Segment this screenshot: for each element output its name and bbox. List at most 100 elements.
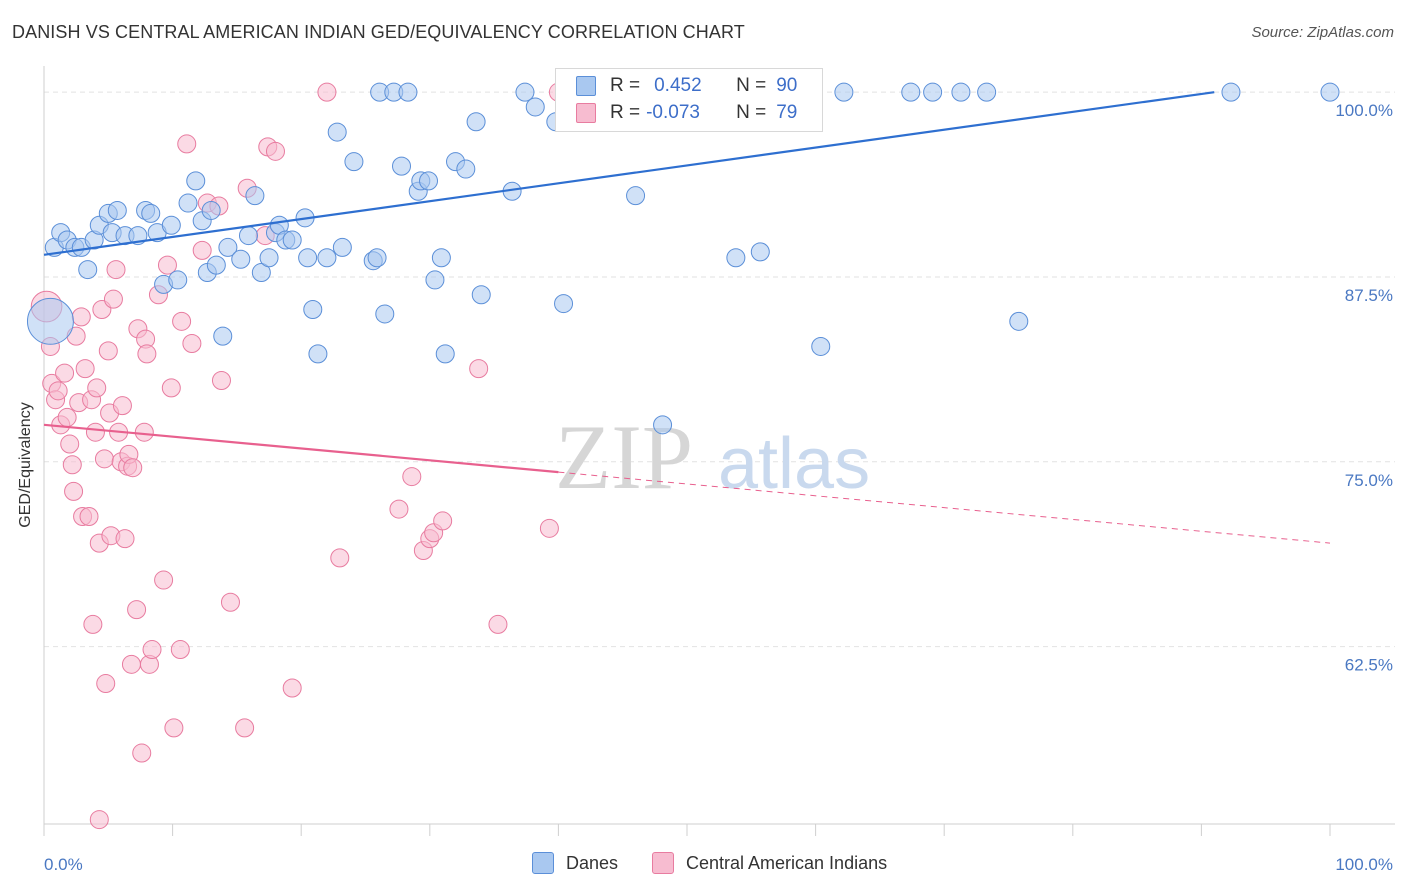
data-point xyxy=(89,810,109,830)
bottom-legend-item-danes[interactable]: Danes xyxy=(532,852,618,874)
data-point xyxy=(834,82,854,102)
data-point xyxy=(282,230,302,250)
y-tick-label: 87.5% xyxy=(1345,286,1393,305)
legend-row-danes: R = 0.452 N = 90 xyxy=(576,73,797,99)
data-point xyxy=(48,381,68,401)
grid-lines xyxy=(44,91,1395,648)
bottom-legend-item-central-american-indians[interactable]: Central American Indians xyxy=(652,852,887,874)
tick-labels: 100.0% 87.5% 75.0% 62.5% 0.0% 100.0% xyxy=(44,101,1393,874)
legend-swatch-blue xyxy=(576,76,596,96)
x-tick-label: 100.0% xyxy=(1335,855,1393,874)
data-point xyxy=(206,255,226,275)
data-point xyxy=(525,97,545,117)
data-point xyxy=(141,203,161,223)
data-point xyxy=(435,344,455,364)
series-central-american-indians xyxy=(30,82,568,830)
data-point xyxy=(1009,311,1029,331)
data-point xyxy=(750,242,770,262)
data-point xyxy=(456,159,476,179)
legend-swatch-pink xyxy=(576,103,596,123)
data-point xyxy=(211,370,231,390)
data-point xyxy=(178,193,198,213)
data-point xyxy=(317,82,337,102)
data-point xyxy=(79,506,99,526)
data-point xyxy=(62,455,82,475)
data-point xyxy=(157,255,177,275)
data-point xyxy=(60,434,80,454)
data-point xyxy=(259,248,279,268)
data-point xyxy=(106,260,126,280)
data-point xyxy=(951,82,971,102)
data-point xyxy=(127,600,147,620)
data-point xyxy=(87,378,107,398)
data-point xyxy=(123,458,143,478)
data-point xyxy=(57,407,77,427)
bottom-legend-label: Danes xyxy=(566,852,619,873)
data-point xyxy=(182,334,202,354)
data-point xyxy=(220,592,240,612)
legend-r-value: -0.073 xyxy=(646,102,700,123)
data-point xyxy=(1320,82,1340,102)
data-point xyxy=(83,614,103,634)
data-point xyxy=(245,186,265,206)
data-point xyxy=(282,678,302,698)
data-point xyxy=(392,156,412,176)
source-label: Source: ZipAtlas.com xyxy=(1251,24,1394,41)
data-point xyxy=(308,344,328,364)
data-point xyxy=(85,422,105,442)
data-point xyxy=(164,718,184,738)
data-point xyxy=(389,499,409,519)
data-point xyxy=(142,640,162,660)
data-point xyxy=(901,82,921,102)
chart-title: DANISH VS CENTRAL AMERICAN INDIAN GED/EQ… xyxy=(12,22,745,42)
data-point xyxy=(1221,82,1241,102)
bottom-legend-label: Central American Indians xyxy=(686,852,888,873)
data-point xyxy=(161,378,181,398)
swatch-danes xyxy=(532,852,554,874)
data-point xyxy=(375,304,395,324)
data-point xyxy=(231,249,251,269)
data-point xyxy=(402,467,422,487)
data-point xyxy=(112,396,132,416)
data-point xyxy=(265,141,285,161)
y-tick-label: 100.0% xyxy=(1335,101,1393,120)
data-point xyxy=(170,640,190,660)
data-point xyxy=(726,248,746,268)
axes xyxy=(43,66,1395,836)
data-point xyxy=(923,82,943,102)
data-point xyxy=(251,263,271,283)
data-point xyxy=(977,82,997,102)
data-point xyxy=(469,359,489,379)
data-point xyxy=(235,718,255,738)
legend-n-value: 90 xyxy=(776,75,798,96)
data-point xyxy=(172,311,192,331)
data-point xyxy=(96,674,116,694)
data-point xyxy=(137,344,157,364)
data-point xyxy=(64,481,84,501)
data-point xyxy=(107,200,127,220)
data-point xyxy=(330,548,350,568)
data-point xyxy=(515,82,535,102)
data-point xyxy=(201,200,221,220)
data-point xyxy=(626,186,646,206)
watermark: ZIP atlas xyxy=(555,406,870,508)
data-point xyxy=(192,240,212,260)
data-point xyxy=(78,260,98,280)
swatch-central-american-indians xyxy=(652,852,674,874)
data-point xyxy=(298,248,318,268)
data-point xyxy=(488,614,508,634)
data-point xyxy=(431,248,451,268)
watermark-zip: ZIP xyxy=(555,406,693,508)
y-tick-label: 62.5% xyxy=(1345,656,1393,675)
data-point xyxy=(168,270,188,290)
data-point xyxy=(71,307,91,327)
trend-line-danes xyxy=(43,91,1215,256)
data-point xyxy=(121,654,141,674)
watermark-atlas: atlas xyxy=(718,424,870,504)
legend-r-label: R = xyxy=(610,102,641,123)
data-point xyxy=(303,300,323,320)
legend-r-label: R = xyxy=(610,75,641,96)
bottom-legend: Danes Central American Indians xyxy=(0,852,1406,878)
trend-line-central-american-indians xyxy=(43,423,559,474)
